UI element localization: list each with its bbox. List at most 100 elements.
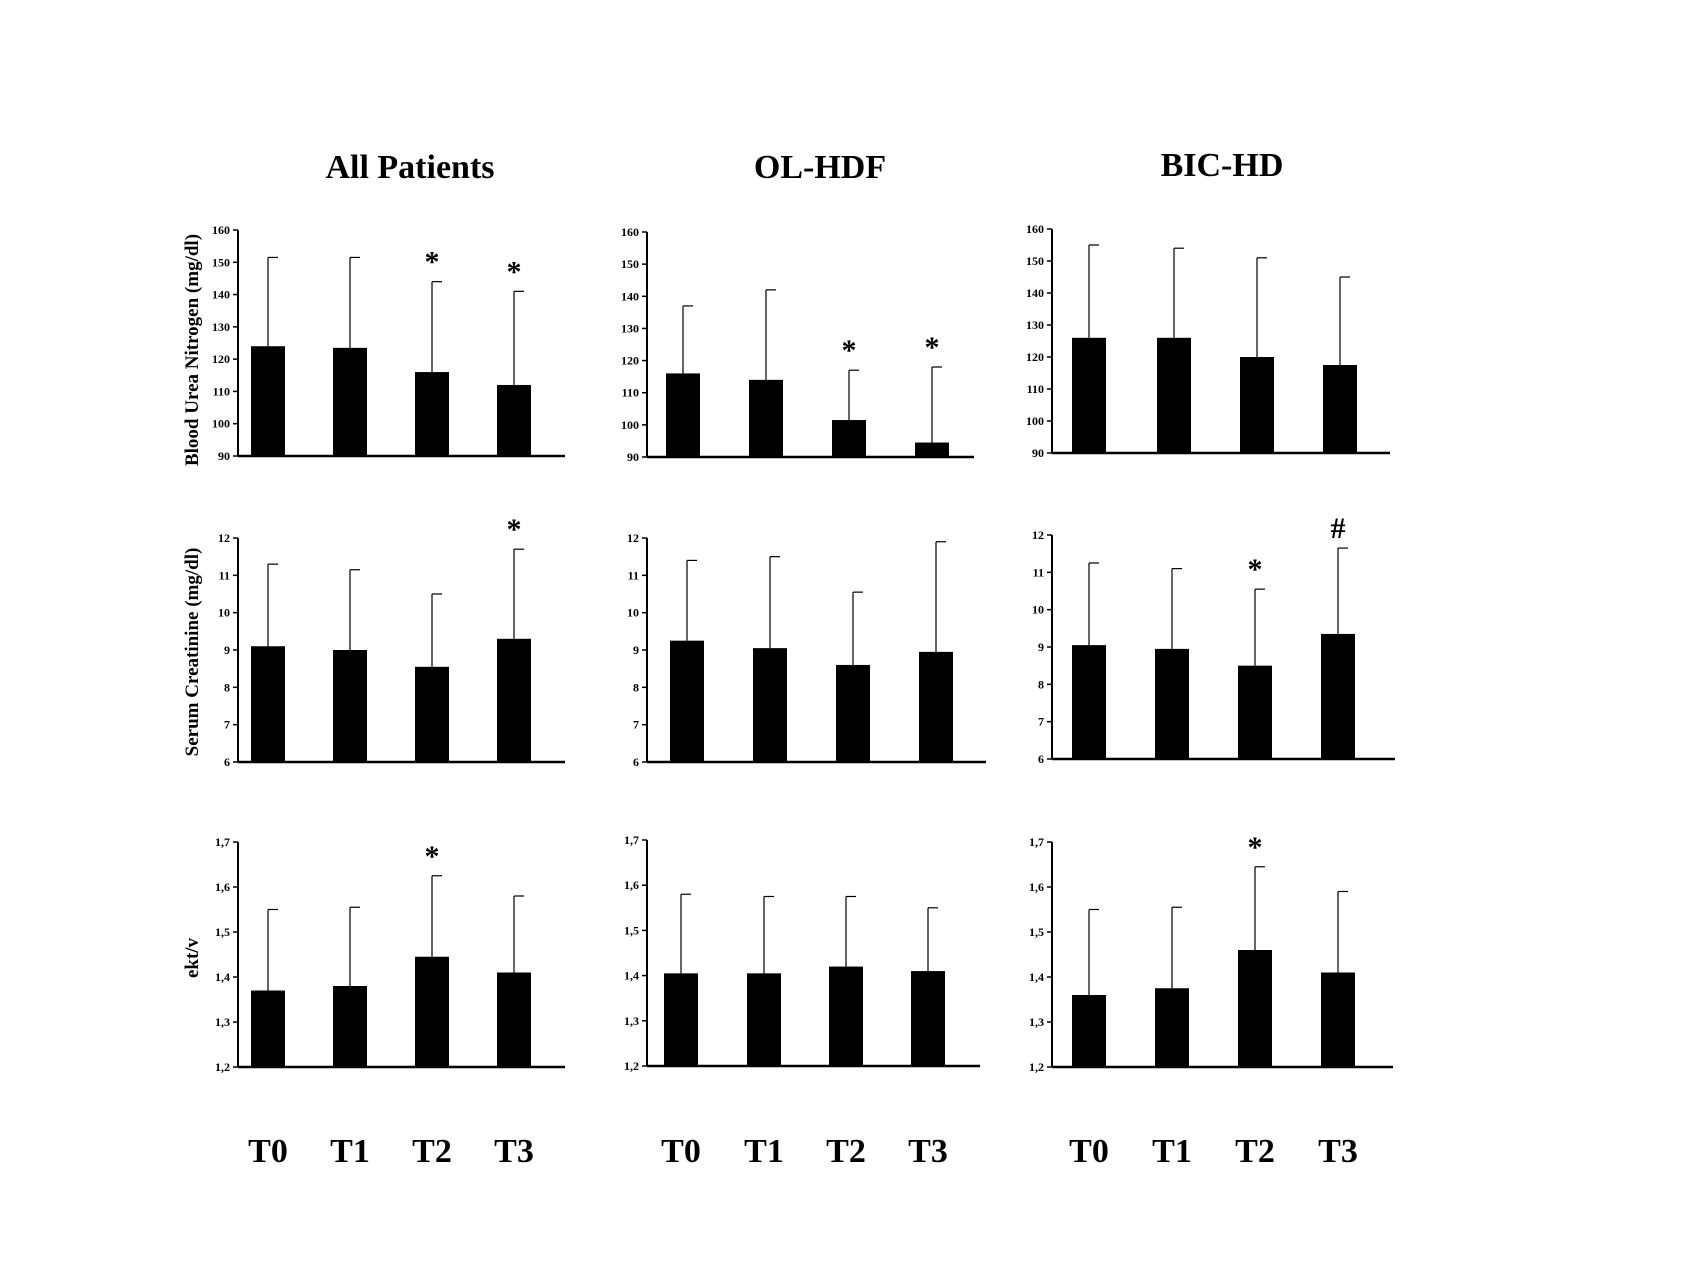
y-tick-label: 150 bbox=[621, 257, 639, 271]
y-tick-label: 110 bbox=[1027, 382, 1044, 396]
y-tick-label: 110 bbox=[622, 386, 639, 400]
y-tick-label: 8 bbox=[224, 680, 230, 694]
x-category-label: T0 bbox=[248, 1133, 288, 1170]
bar-T1 bbox=[333, 347, 367, 456]
y-tick-label: 12 bbox=[627, 531, 639, 545]
chart-panel-2: 90 100 110 120 130 140 150 160 bbox=[1026, 222, 1390, 460]
bar-T1 bbox=[753, 648, 787, 762]
x-category-label: T2 bbox=[826, 1133, 866, 1170]
y-tick-label: 7 bbox=[1038, 715, 1044, 729]
chart-panel-4: 6 7 8 9 10 11 12 bbox=[627, 531, 986, 769]
y-tick-label: 140 bbox=[621, 289, 639, 303]
bar-T1 bbox=[333, 650, 367, 762]
y-tick-label: 1,6 bbox=[1029, 880, 1044, 894]
y-tick-label: 7 bbox=[633, 718, 639, 732]
y-tick-label: 10 bbox=[218, 606, 230, 620]
y-tick-label: 90 bbox=[218, 449, 230, 463]
bar-T3 bbox=[911, 971, 945, 1066]
y-tick-label: 1,4 bbox=[624, 969, 639, 983]
chart-panels: 90 100 110 120 130 140 150 160 * * 90 100 110 120 130 1… bbox=[212, 222, 1395, 1074]
bar-T3 bbox=[497, 638, 531, 762]
chart-panel-5: 6 7 8 9 10 11 12 * # bbox=[1032, 512, 1395, 766]
significance-marker: * bbox=[425, 840, 440, 873]
y-tick-label: 100 bbox=[1026, 414, 1044, 428]
y-tick-label: 100 bbox=[212, 417, 230, 431]
chart-panel-3: 6 7 8 9 10 11 12 * bbox=[218, 513, 565, 769]
y-tick-label: 10 bbox=[1032, 603, 1044, 617]
y-tick-label: 1,3 bbox=[1029, 1015, 1044, 1029]
y-tick-label: 6 bbox=[224, 755, 230, 769]
x-category-label: T2 bbox=[412, 1133, 452, 1170]
bar-T0 bbox=[664, 973, 698, 1066]
bar-T2 bbox=[832, 420, 866, 457]
x-category-label: T3 bbox=[908, 1133, 948, 1170]
bar-T0 bbox=[251, 646, 285, 762]
bar-T0 bbox=[251, 346, 285, 456]
y-tick-label: 12 bbox=[1032, 528, 1044, 542]
x-category-label: T3 bbox=[1318, 1133, 1358, 1170]
y-tick-label: 100 bbox=[621, 418, 639, 432]
bar-T2 bbox=[415, 956, 449, 1067]
y-tick-label: 10 bbox=[627, 606, 639, 620]
y-tick-label: 130 bbox=[1026, 318, 1044, 332]
bar-T1 bbox=[749, 379, 783, 457]
bar-T2 bbox=[836, 664, 870, 762]
bar-T3 bbox=[1323, 365, 1357, 453]
y-tick-label: 150 bbox=[212, 255, 230, 269]
bar-T2 bbox=[1238, 950, 1272, 1067]
bar-T0 bbox=[670, 640, 704, 762]
bar-T0 bbox=[666, 373, 700, 457]
y-tick-label: 1,5 bbox=[1029, 925, 1044, 939]
bar-T0 bbox=[1072, 645, 1106, 759]
significance-marker: * bbox=[507, 255, 522, 288]
x-category-label: T3 bbox=[494, 1133, 534, 1170]
y-tick-label: 1,2 bbox=[624, 1059, 639, 1073]
x-category-label: T0 bbox=[1069, 1133, 1109, 1170]
y-tick-label: 9 bbox=[633, 643, 639, 657]
significance-marker: * bbox=[1248, 831, 1263, 864]
y-tick-label: 120 bbox=[621, 354, 639, 368]
ylabel-serum-creatinine: Serum Creatinine (mg/dl) bbox=[182, 548, 203, 757]
column-title-bic-hd: BIC-HD bbox=[1161, 147, 1284, 184]
y-tick-label: 150 bbox=[1026, 254, 1044, 268]
y-tick-label: 12 bbox=[218, 531, 230, 545]
significance-marker: * bbox=[425, 246, 440, 279]
y-tick-label: 9 bbox=[224, 643, 230, 657]
significance-marker: * bbox=[1248, 553, 1263, 586]
x-category-label: T2 bbox=[1235, 1133, 1275, 1170]
y-tick-label: 160 bbox=[1026, 222, 1044, 236]
y-tick-label: 130 bbox=[621, 321, 639, 335]
significance-marker: * bbox=[842, 334, 857, 367]
y-tick-label: 1,7 bbox=[1029, 835, 1044, 849]
bar-T1 bbox=[1155, 988, 1189, 1067]
bar-T3 bbox=[1321, 972, 1355, 1067]
bar-T3 bbox=[915, 442, 949, 457]
x-category-label: T1 bbox=[330, 1133, 370, 1170]
column-titles: All Patients OL-HDF BIC-HD bbox=[325, 147, 1283, 186]
y-tick-label: 160 bbox=[621, 225, 639, 239]
y-tick-label: 8 bbox=[633, 680, 639, 694]
bar-T3 bbox=[919, 651, 953, 762]
y-tick-label: 140 bbox=[1026, 286, 1044, 300]
y-tick-label: 11 bbox=[219, 568, 230, 582]
ylabel-blood-urea-nitrogen: Blood Urea Nitrogen (mg/dl) bbox=[182, 234, 203, 466]
y-tick-label: 6 bbox=[1038, 752, 1044, 766]
bar-T1 bbox=[747, 973, 781, 1066]
bar-T2 bbox=[1238, 665, 1272, 759]
y-tick-label: 1,2 bbox=[215, 1060, 230, 1074]
significance-marker: # bbox=[1331, 512, 1346, 545]
y-tick-label: 90 bbox=[1032, 446, 1044, 460]
bar-T0 bbox=[1072, 995, 1106, 1067]
y-tick-label: 110 bbox=[213, 384, 230, 398]
chart-panel-1: 90 100 110 120 130 140 150 160 * * bbox=[621, 225, 974, 464]
bar-T2 bbox=[415, 372, 449, 456]
y-tick-label: 120 bbox=[212, 352, 230, 366]
y-tick-label: 140 bbox=[212, 288, 230, 302]
chart-panel-0: 90 100 110 120 130 140 150 160 * * bbox=[212, 223, 565, 463]
y-tick-label: 8 bbox=[1038, 677, 1044, 691]
y-tick-label: 1,6 bbox=[215, 880, 230, 894]
y-tick-label: 1,5 bbox=[215, 925, 230, 939]
y-tick-label: 11 bbox=[628, 568, 639, 582]
chart-panel-7: 1,2 1,3 1,4 1,5 1,6 1,7 bbox=[624, 833, 980, 1073]
y-tick-label: 7 bbox=[224, 718, 230, 732]
